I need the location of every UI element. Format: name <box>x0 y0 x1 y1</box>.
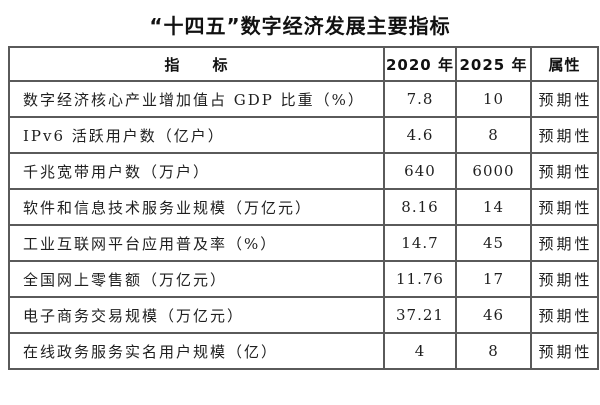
attribute-cell: 预期性 <box>530 260 599 298</box>
indicator-cell: 电子商务交易规模（万亿元） <box>8 296 385 334</box>
header-row: 指 标 2020 年 2025 年 属性 <box>8 46 599 82</box>
table-row: 全国网上零售额（万亿元） 11.76 17 预期性 <box>8 260 599 298</box>
indicator-cell: IPv6 活跃用户数（亿户） <box>8 116 385 154</box>
attribute-cell: 预期性 <box>530 80 599 118</box>
page-title: “十四五”数字经济发展主要指标 <box>149 14 451 38</box>
table-row: 数字经济核心产业增加值占 GDP 比重（%） 7.8 10 预期性 <box>8 80 599 118</box>
value-2025-cell: 46 <box>455 296 532 334</box>
value-2025-cell: 8 <box>455 332 532 370</box>
indicators-table: 指 标 2020 年 2025 年 属性 数字经济核心产业增加值占 GDP 比重… <box>8 46 599 370</box>
col-header-attribute: 属性 <box>530 46 599 82</box>
indicator-cell: 数字经济核心产业增加值占 GDP 比重（%） <box>8 80 385 118</box>
indicator-cell: 全国网上零售额（万亿元） <box>8 260 385 298</box>
table-row: IPv6 活跃用户数（亿户） 4.6 8 预期性 <box>8 116 599 154</box>
value-2020-cell: 4.6 <box>383 116 457 154</box>
attribute-cell: 预期性 <box>530 332 599 370</box>
value-2020-cell: 4 <box>383 332 457 370</box>
col-header-2025: 2025 年 <box>455 46 532 82</box>
attribute-cell: 预期性 <box>530 188 599 226</box>
value-2025-cell: 8 <box>455 116 532 154</box>
value-2025-cell: 14 <box>455 188 532 226</box>
value-2025-cell: 6000 <box>455 152 532 190</box>
value-2025-cell: 45 <box>455 224 532 262</box>
indicator-cell: 千兆宽带用户数（万户） <box>8 152 385 190</box>
value-2020-cell: 14.7 <box>383 224 457 262</box>
table-body: 数字经济核心产业增加值占 GDP 比重（%） 7.8 10 预期性 IPv6 活… <box>8 80 599 370</box>
table-row: 电子商务交易规模（万亿元） 37.21 46 预期性 <box>8 296 599 334</box>
indicator-cell: 工业互联网平台应用普及率（%） <box>8 224 385 262</box>
indicator-cell: 软件和信息技术服务业规模（万亿元） <box>8 188 385 226</box>
attribute-cell: 预期性 <box>530 152 599 190</box>
value-2020-cell: 7.8 <box>383 80 457 118</box>
attribute-cell: 预期性 <box>530 296 599 334</box>
attribute-cell: 预期性 <box>530 224 599 262</box>
table-row: 工业互联网平台应用普及率（%） 14.7 45 预期性 <box>8 224 599 262</box>
value-2025-cell: 17 <box>455 260 532 298</box>
table-row: 千兆宽带用户数（万户） 640 6000 预期性 <box>8 152 599 190</box>
table-header: 指 标 2020 年 2025 年 属性 <box>8 46 599 82</box>
table-row: 软件和信息技术服务业规模（万亿元） 8.16 14 预期性 <box>8 188 599 226</box>
value-2020-cell: 640 <box>383 152 457 190</box>
indicator-cell: 在线政务服务实名用户规模（亿） <box>8 332 385 370</box>
table-row: 在线政务服务实名用户规模（亿） 4 8 预期性 <box>8 332 599 370</box>
value-2020-cell: 11.76 <box>383 260 457 298</box>
value-2025-cell: 10 <box>455 80 532 118</box>
value-2020-cell: 37.21 <box>383 296 457 334</box>
attribute-cell: 预期性 <box>530 116 599 154</box>
value-2020-cell: 8.16 <box>383 188 457 226</box>
col-header-2020: 2020 年 <box>383 46 457 82</box>
col-header-indicator: 指 标 <box>8 46 385 82</box>
